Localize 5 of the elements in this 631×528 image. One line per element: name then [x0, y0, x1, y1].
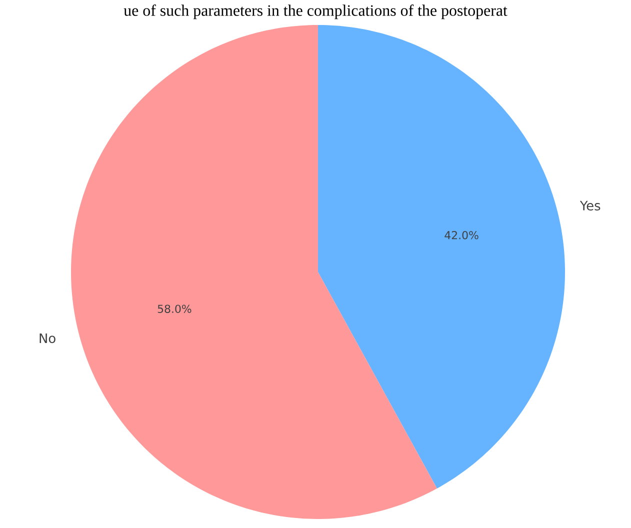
chart-title: ue of such parameters in the complications of the postoperat — [124, 4, 508, 20]
data-label: 42.0% — [444, 231, 478, 240]
data-label: 58.0% — [158, 304, 192, 313]
slice-label: Yes — [580, 200, 600, 210]
slice-label: No — [40, 334, 56, 344]
